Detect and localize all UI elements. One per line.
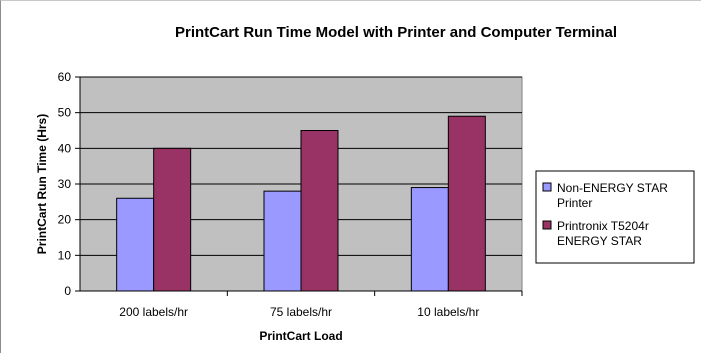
y-tick-label: 60 — [58, 70, 72, 84]
y-tick-label: 10 — [58, 248, 72, 262]
legend-label: Printer — [557, 196, 592, 210]
y-tick-label: 0 — [64, 284, 71, 298]
y-tick-label: 20 — [58, 213, 72, 227]
x-axis-title: PrintCart Load — [259, 329, 342, 343]
bar-non-energy-star-2 — [410, 187, 449, 292]
y-axis-ticks: 0 10 20 30 40 50 60 — [58, 70, 80, 298]
bar-non-energy-star-1 — [263, 190, 302, 292]
legend-label: ENERGY STAR — [557, 234, 642, 248]
chart-title: PrintCart Run Time Model with Printer an… — [175, 24, 617, 41]
y-axis-title: PrintCart Run Time (Hrs) — [35, 114, 49, 254]
legend-label: Non-ENERGY STAR — [557, 181, 668, 195]
bar-energy-star-0 — [153, 147, 192, 292]
x-tick-label: 200 labels/hr — [119, 305, 188, 319]
legend-swatch — [542, 220, 552, 230]
y-tick-label: 30 — [58, 177, 72, 191]
y-tick-label: 50 — [58, 106, 72, 120]
y-tick-label: 40 — [58, 141, 72, 155]
x-axis-ticks: 200 labels/hr 75 labels/hr 10 labels/hr — [119, 291, 523, 319]
legend-box — [535, 170, 695, 264]
legend-label: Printronix T5204r — [557, 219, 649, 233]
bar-non-energy-star-0 — [116, 197, 155, 292]
bars — [116, 115, 486, 292]
legend-swatch — [542, 182, 552, 192]
bar-energy-star-2 — [447, 115, 486, 292]
x-tick-label: 75 labels/hr — [270, 305, 332, 319]
x-tick-label: 10 labels/hr — [417, 305, 479, 319]
bar-energy-star-1 — [300, 130, 339, 292]
